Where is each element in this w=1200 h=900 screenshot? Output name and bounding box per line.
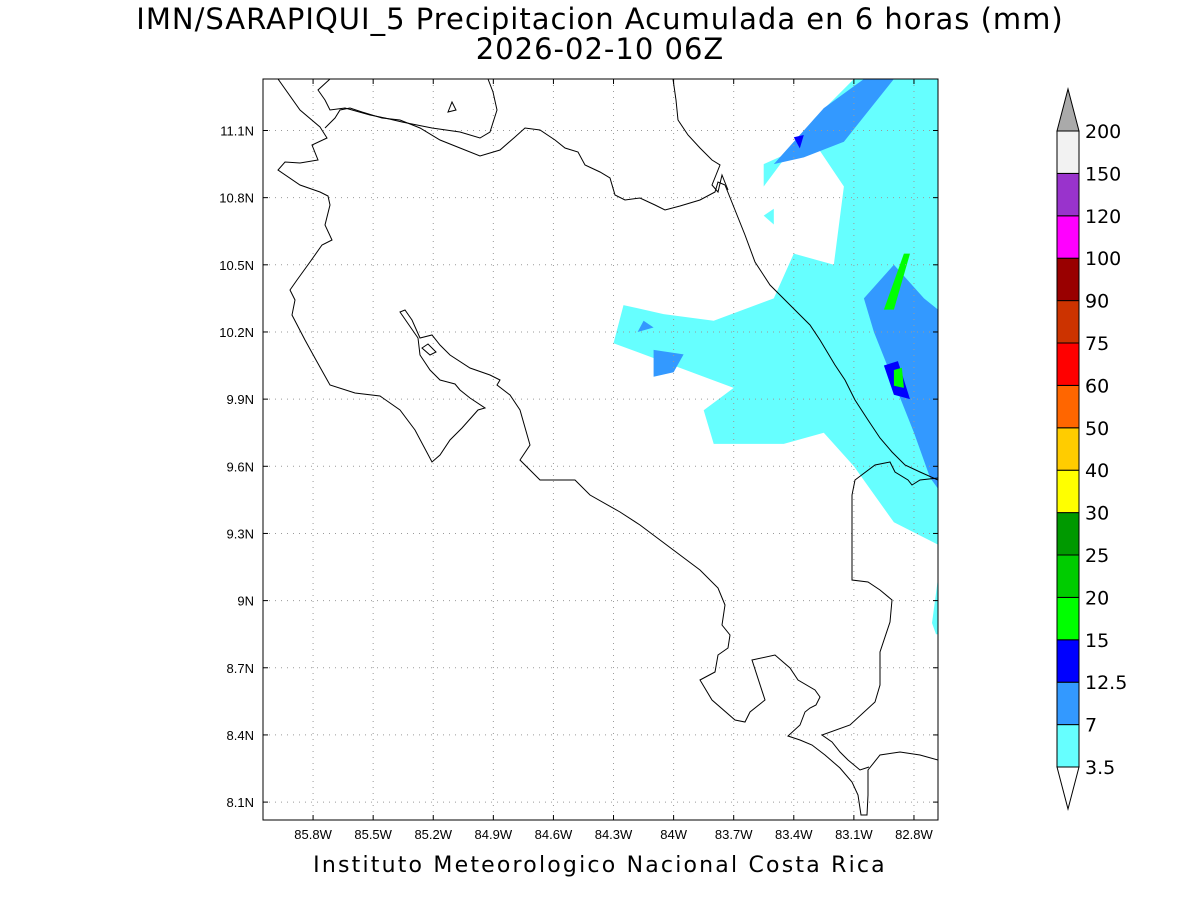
precip-area-15-mm: [893, 367, 904, 388]
precipitation-field: [613, 79, 938, 635]
precip-area-7-mm: [637, 320, 654, 332]
precip-area-3_5-mm: [613, 79, 938, 545]
colorbar-label: 120: [1085, 206, 1121, 228]
colorbar-swatch: [1056, 172, 1080, 217]
plot-frame: [262, 78, 939, 821]
colorbar-label: 30: [1085, 503, 1109, 525]
colorbar-swatch: [1056, 724, 1080, 768]
colorbar-label: 90: [1085, 291, 1109, 313]
colorbar-label: 20: [1085, 587, 1109, 609]
lat-tick-label: 10.5N: [219, 258, 254, 273]
colorbar-swatch: [1056, 384, 1080, 429]
lon-tick-label: 84.6W: [535, 827, 573, 842]
colorbar-swatch: [1056, 342, 1080, 386]
colorbar-swatch: [1056, 469, 1080, 514]
lat-tick-label: 9N: [237, 594, 254, 609]
precip-area-15-mm: [883, 253, 910, 310]
lon-tick-label: 84.9W: [475, 827, 513, 842]
colorbar-swatch: [1056, 681, 1080, 726]
colorbar-swatch: [1056, 215, 1080, 259]
lat-tick-label: 8.1N: [227, 795, 254, 810]
colorbar-swatch: [1056, 257, 1080, 302]
small-island: [447, 100, 457, 113]
colorbar-label: 3.5: [1085, 757, 1115, 779]
colorbar-label: 12.5: [1085, 672, 1127, 694]
lat-tick-label: 8.4N: [227, 728, 254, 743]
colorbar-label: 60: [1085, 375, 1109, 397]
precip-area-3_5-mm: [763, 208, 774, 225]
colorbar-swatch: [1056, 512, 1080, 556]
colorbar-label: 150: [1085, 163, 1121, 185]
lon-tick-label: 85.2W: [414, 827, 452, 842]
lat-tick-label: 10.8N: [219, 191, 254, 206]
lon-tick-label: 83.7W: [715, 827, 753, 842]
lat-tick-label: 11.1N: [220, 123, 254, 138]
colorbar-swatch: [1056, 554, 1080, 598]
precip-area-7-mm: [653, 349, 684, 377]
colorbar-swatch: [1056, 596, 1080, 641]
lon-tick-label: 83.1W: [835, 827, 873, 842]
colorbar-label: 100: [1085, 248, 1121, 270]
colorbar-label: 15: [1085, 630, 1109, 652]
coastline-borders: [277, 79, 938, 816]
san-juan-river: [672, 79, 729, 194]
nicaragua-border: [324, 107, 726, 211]
latitude-axis: 11.1N 10.8N 10.5N 10.2N 9.9N 9.6N 9.3N 9N 8.7N 8.…: [219, 123, 938, 810]
gulf-island: [421, 343, 437, 356]
map-subtitle-datetime: 2026-02-10 06Z: [475, 32, 725, 66]
lat-tick-label: 8.7N: [227, 661, 254, 676]
colorbar-swatch: [1056, 427, 1080, 471]
colorbar-label: 25: [1085, 545, 1109, 567]
longitude-axis: 85.8W 85.5W 85.2W 84.9W 84.6W 84.3W 84W 83.7W 83…: [294, 79, 933, 842]
precip-area-7-mm: [773, 79, 894, 165]
lon-tick-label: 83.4W: [775, 827, 813, 842]
costa-rica-outline: [277, 79, 938, 816]
colorbar-label: 7: [1085, 715, 1097, 737]
lon-tick-label: 85.5W: [354, 827, 392, 842]
colorbar-label: 200: [1085, 121, 1121, 143]
colorbar-label: 40: [1085, 460, 1109, 482]
colorbar-above-max-triangle: [1056, 87, 1080, 132]
caribbean-coast: [724, 184, 938, 481]
lat-lon-grid: [263, 79, 938, 820]
colorbar-swatch: [1056, 639, 1080, 683]
lake-nicaragua-shore: [317, 79, 498, 139]
panama-border: [820, 461, 938, 771]
colorbar-swatch: [1056, 300, 1080, 344]
lon-tick-label: 84W: [660, 827, 687, 842]
lon-tick-label: 84.3W: [595, 827, 633, 842]
lat-tick-label: 9.6N: [227, 459, 254, 474]
lat-tick-label: 10.2N: [219, 325, 254, 340]
colorbar-label: 50: [1085, 418, 1109, 440]
colorbar-swatch: [1056, 130, 1080, 174]
colorbar-label: 75: [1085, 333, 1109, 355]
map-title: IMN/SARAPIQUI_5 Precipitacion Acumulada …: [136, 2, 1064, 36]
colorbar-below-min-triangle: [1056, 766, 1080, 811]
lon-tick-label: 82.8W: [895, 827, 933, 842]
precip-area-3_5-mm: [932, 578, 938, 635]
colorbar: 3.5 7 12.5 15 20 25 30 40 50 60 75 90 100 120 150 200: [1056, 87, 1127, 811]
precip-area-12_5-mm: [793, 135, 804, 149]
institution-credit: Instituto Meteorologico Nacional Costa R…: [313, 853, 887, 878]
lat-tick-label: 9.3N: [227, 526, 254, 541]
lon-tick-label: 85.8W: [294, 827, 332, 842]
lat-tick-label: 9.9N: [227, 392, 254, 407]
